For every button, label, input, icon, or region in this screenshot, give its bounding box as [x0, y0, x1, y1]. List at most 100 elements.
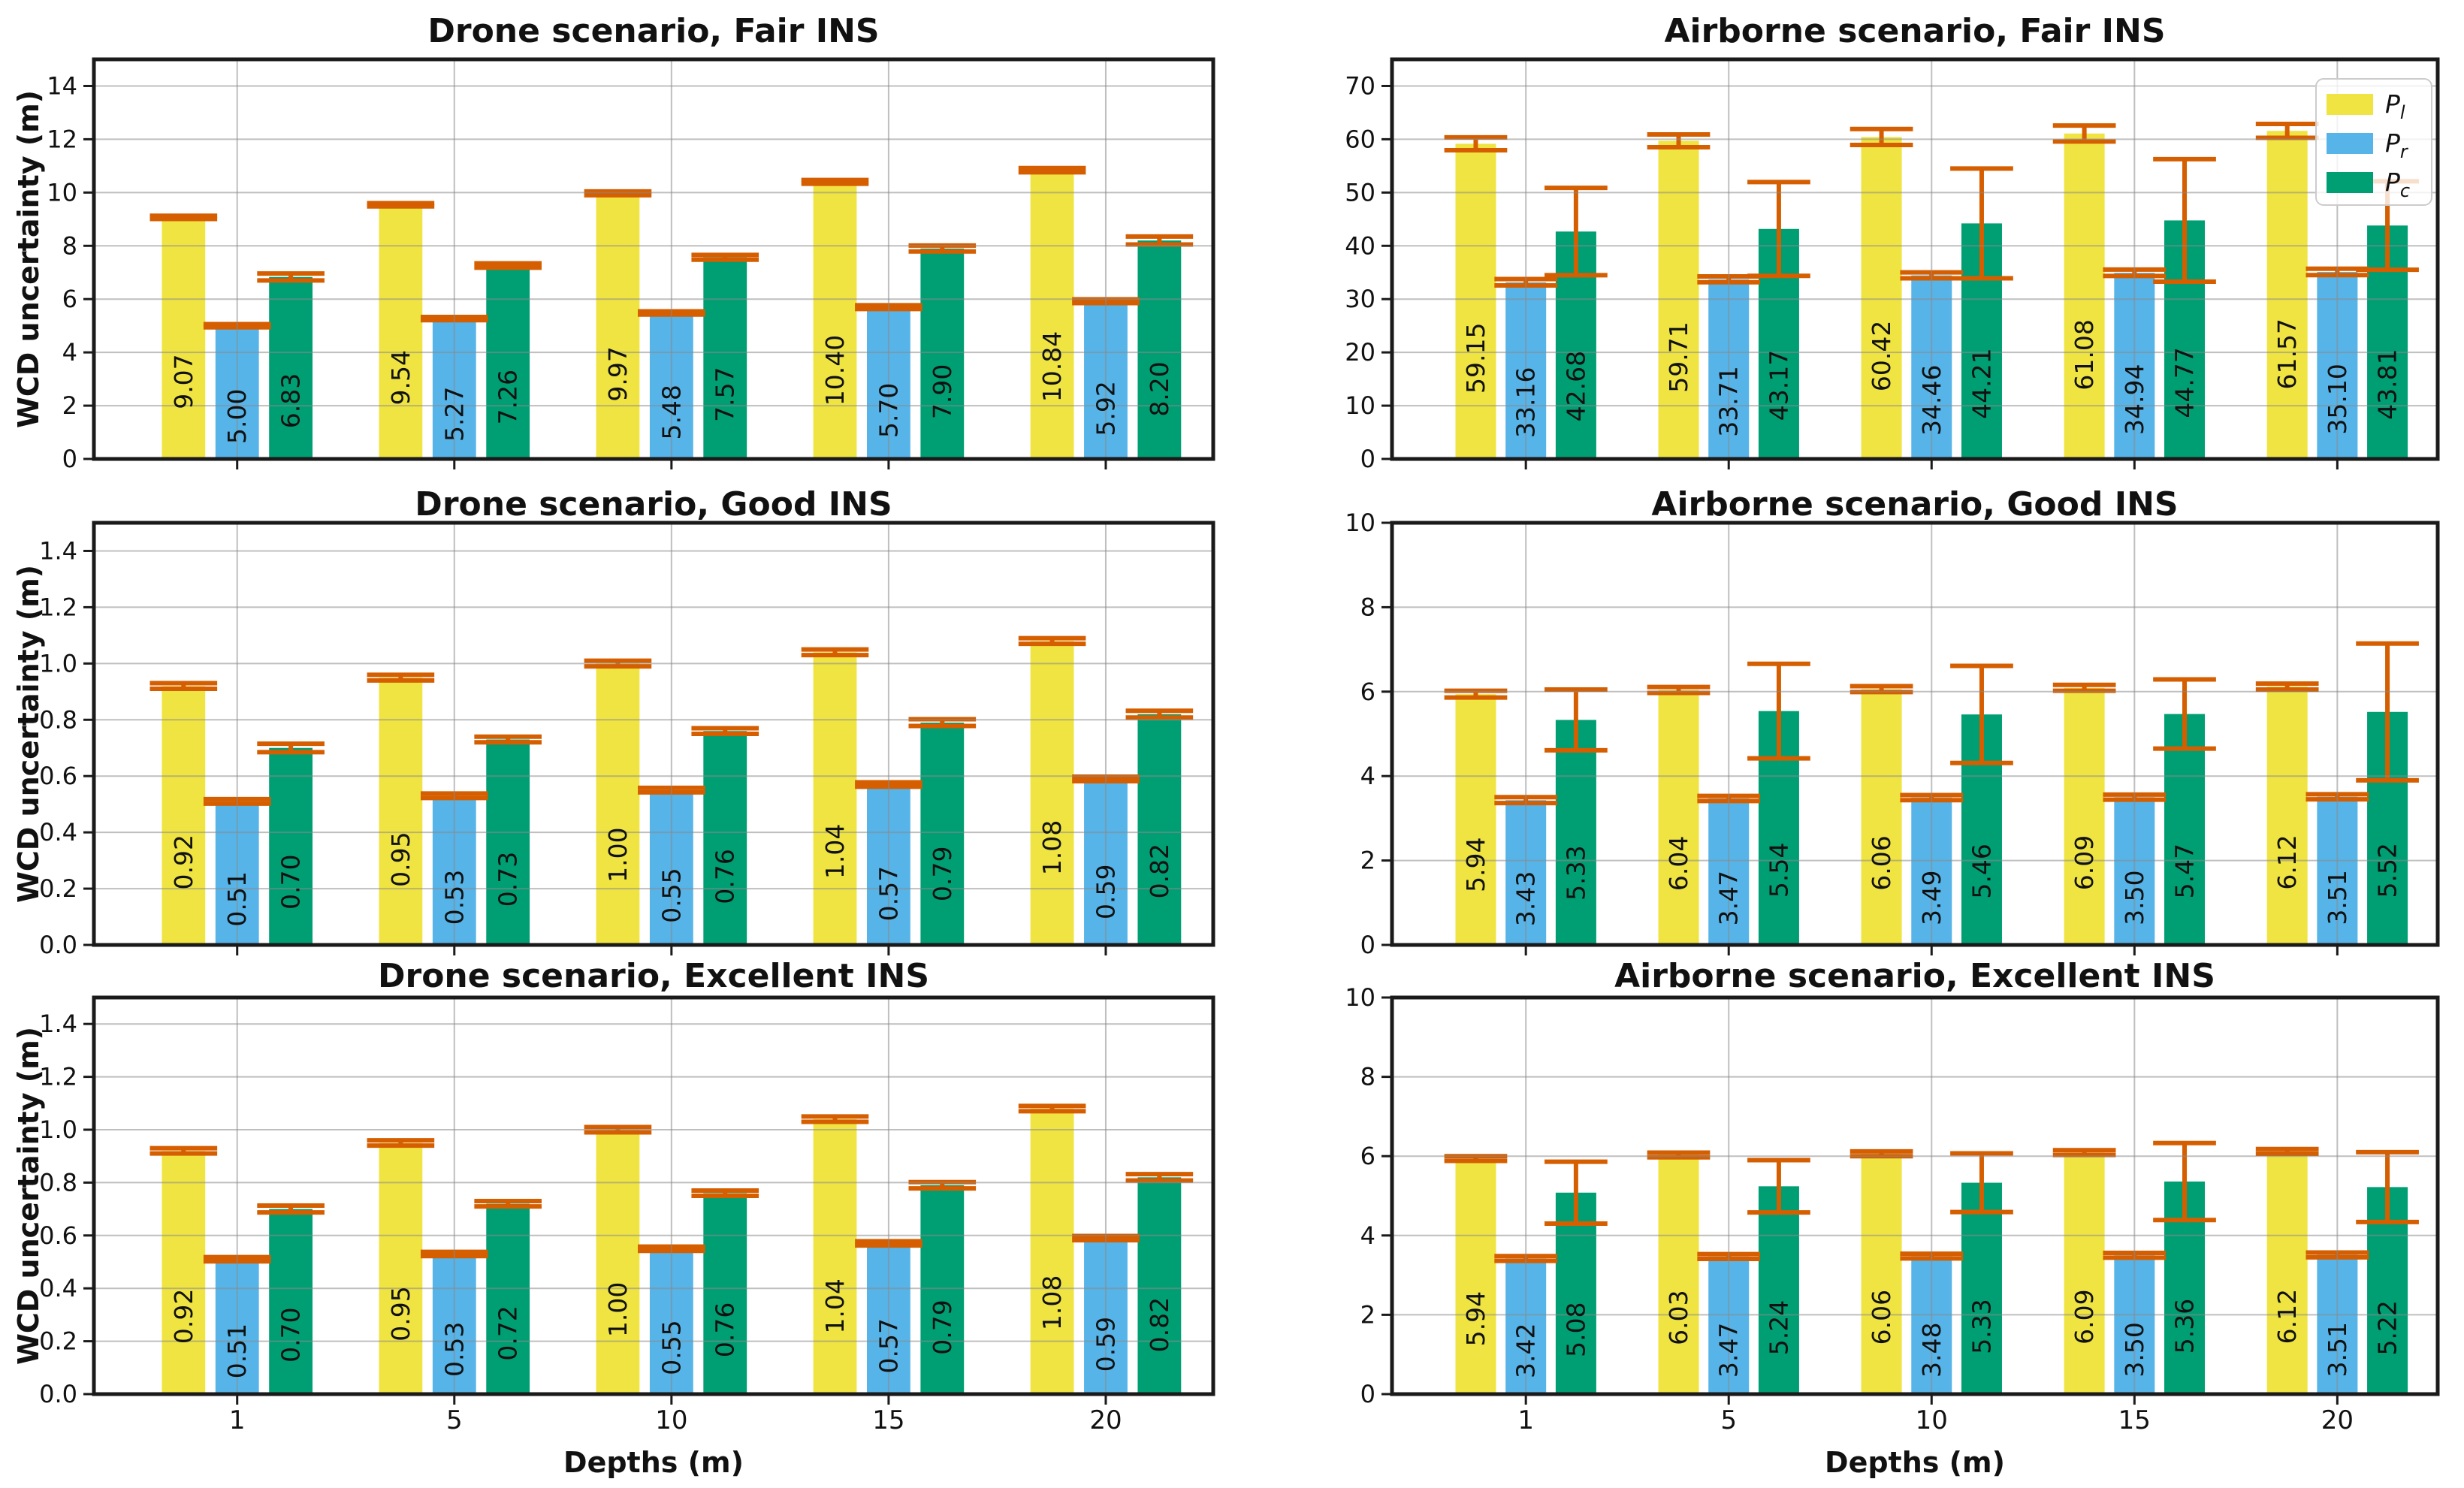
bar-value-label: 0.72	[494, 1305, 523, 1360]
bar-value-label: 0.76	[711, 849, 740, 904]
bar-value-label: 0.82	[1145, 1297, 1174, 1352]
bar-value-label: 35.10	[2323, 364, 2352, 434]
bar-P_c-depth-15	[920, 1185, 965, 1394]
bar-P_c-depth-20	[1137, 1177, 1182, 1394]
y-tick-label: 0.8	[39, 1168, 77, 1197]
bar-value-label: 3.51	[2323, 1322, 2352, 1377]
y-tick-label: 0	[1360, 445, 1375, 473]
tick-marks	[1381, 521, 2339, 955]
bar-value-label: 3.47	[1714, 1323, 1744, 1378]
x-axis-label: Depths (m)	[1825, 1446, 2005, 1479]
bar-P_l-depth-15	[2064, 687, 2105, 945]
bar-P_l-depth-5	[379, 678, 423, 945]
bar-P_l-depth-10	[596, 193, 640, 459]
y-tick-label: 1.2	[39, 1063, 77, 1091]
bar-P_l-depth-5	[379, 1142, 423, 1394]
bar-value-label: 0.73	[494, 852, 523, 907]
bar-P_l-depth-10	[596, 663, 640, 945]
bar-value-label: 6.12	[2272, 1289, 2302, 1344]
x-tick-label: 1	[229, 1405, 246, 1435]
bar-value-label: 6.12	[2272, 835, 2302, 889]
bar-value-label: 0.59	[1091, 1317, 1120, 1372]
bar-P_l-depth-5	[1658, 1154, 1699, 1394]
bar-value-label: 44.21	[1967, 348, 1996, 418]
bar-value-label: 43.17	[1764, 350, 1793, 421]
bar-value-label: 0.57	[874, 866, 903, 921]
bar-value-label: 33.16	[1511, 367, 1541, 437]
bar-P_l-depth-1	[162, 1151, 206, 1394]
error-bar-P_c-depth-5	[1747, 180, 1810, 279]
bar-P_l-depth-5	[1658, 140, 1699, 459]
bar-P_l-depth-5	[379, 204, 423, 459]
bar-value-label: 3.43	[1511, 871, 1541, 926]
bar-value-label: 34.94	[2120, 364, 2149, 434]
error-bar-P_c-depth-10	[1950, 166, 2013, 281]
bar-value-label: 0.79	[928, 1299, 957, 1354]
bar-value-label: 5.94	[1461, 1291, 1490, 1346]
y-axis-label: WCD uncertainty (m)	[12, 565, 45, 903]
bar-value-label: 0.92	[169, 835, 198, 889]
bar-value-label: 1.08	[1037, 1275, 1067, 1330]
gridlines	[94, 998, 1213, 1394]
error-bar-P_l-depth-5	[1647, 131, 1711, 149]
x-tick-label: 5	[446, 1405, 463, 1435]
bar-value-label: 3.50	[2120, 870, 2149, 925]
bar-value-label: 8.20	[1145, 361, 1174, 416]
bar-value-label: 6.06	[1867, 835, 1896, 890]
tick-marks	[1381, 996, 2339, 1405]
bar-P_l-depth-1	[1455, 694, 1496, 945]
legend-swatch-Pr	[2327, 133, 2373, 154]
y-tick-label: 0.0	[39, 1380, 77, 1408]
bar-P_c-depth-1	[269, 1209, 313, 1394]
bar-P_l-depth-20	[2266, 687, 2308, 945]
bar-value-label: 6.04	[1664, 836, 1693, 891]
error-bar-P_c-depth-1	[257, 1203, 325, 1215]
y-tick-label: 4	[1360, 762, 1375, 790]
bar-value-label: 0.82	[1145, 844, 1174, 898]
error-bar-P_l-depth-10	[1850, 126, 1913, 148]
error-bar-P_c-depth-20	[1125, 234, 1194, 247]
bar-P_l-depth-5	[1658, 690, 1699, 945]
y-tick-label: 10	[1345, 983, 1375, 1012]
bar-value-label: 5.00	[222, 389, 252, 444]
error-bar-P_c-depth-10	[1950, 1151, 2013, 1215]
bar-value-label: 6.09	[2070, 1289, 2099, 1344]
chart-airborne-good: 5.94 6.04 6.06 6.09 6.12 3.43 3.47 3.49 3.50 3.51…	[1345, 485, 2440, 959]
legend-swatch-Pl	[2327, 94, 2373, 115]
chart-airborne-fair: 59.15 59.71 60.42 61.08 61.57 33.16 33.71 34.46…	[1345, 12, 2440, 473]
bar-value-label: 0.51	[222, 1324, 252, 1378]
bar-value-label: 0.79	[928, 847, 957, 901]
legend-label-Pl: Pl	[2385, 89, 2405, 123]
error-bar-P_c-depth-20	[2356, 641, 2419, 783]
error-bar-P_l-depth-15	[801, 1114, 869, 1124]
bar-value-label: 0.53	[439, 1322, 469, 1377]
bar-value-label: 7.90	[928, 364, 957, 419]
error-bar-P_l-depth-15	[801, 647, 869, 658]
y-tick-label: 6	[1360, 1142, 1375, 1170]
error-bar-P_c-depth-5	[474, 734, 542, 745]
bar-value-label: 43.81	[2373, 349, 2402, 419]
bar-P_c-depth-1	[1555, 720, 1596, 945]
y-axis-label: WCD uncertainty (m)	[12, 90, 45, 428]
gridlines	[1392, 997, 2438, 1394]
bar-value-label: 5.48	[657, 385, 686, 439]
bar-P_c-depth-10	[1961, 1182, 2002, 1394]
error-bar-P_c-depth-5	[474, 1199, 542, 1209]
bar-value-label: 3.42	[1511, 1323, 1541, 1378]
y-axis-label: WCD uncertainty (m)	[12, 1027, 45, 1365]
y-tick-label: 0	[1360, 1380, 1375, 1408]
bar-value-label: 0.59	[1091, 865, 1120, 919]
y-tick-label: 1.0	[39, 1115, 77, 1144]
y-tick-label: 0.4	[39, 818, 77, 847]
bar-value-label: 3.51	[2323, 870, 2352, 925]
x-tick-label: 20	[2321, 1405, 2354, 1435]
y-tick-label: 1.2	[39, 593, 77, 621]
subplot-drone-good: 0.92 0.95 1.00 1.04 1.08 0.51 0.53 0.55 0.57 0.59…	[0, 481, 1232, 961]
legend: Pl Pr Pc	[2315, 78, 2432, 206]
bar-P_l-depth-20	[2266, 131, 2308, 459]
y-tick-label: 50	[1345, 178, 1375, 207]
bar-P_c-depth-5	[1758, 1186, 1799, 1394]
bar-value-label: 5.52	[2373, 843, 2402, 898]
y-tick-label: 0.6	[39, 762, 77, 790]
error-bar-P_c-depth-15	[2153, 156, 2216, 285]
